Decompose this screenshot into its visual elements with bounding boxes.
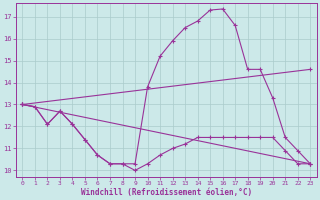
- X-axis label: Windchill (Refroidissement éolien,°C): Windchill (Refroidissement éolien,°C): [81, 188, 252, 197]
